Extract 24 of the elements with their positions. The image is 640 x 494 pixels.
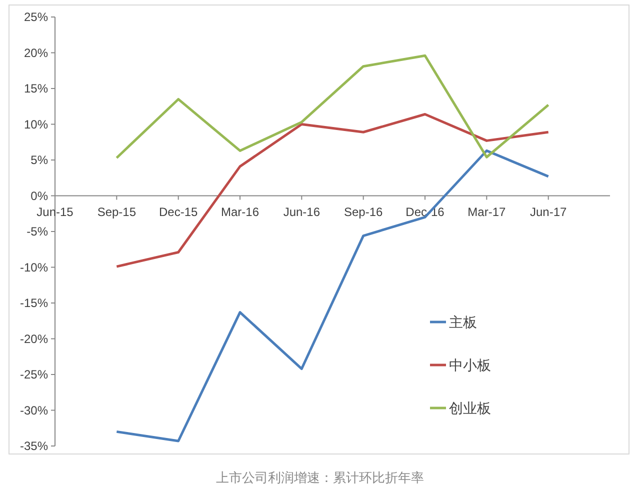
x-tick-label: Mar-17 [468,204,506,219]
y-tick-label: -30% [20,403,48,418]
y-tick-label: 25% [24,10,48,24]
x-tick-label: Sep-15 [97,204,136,219]
x-tick-label: Dec-15 [158,204,198,219]
y-tick-label: 0% [30,188,48,203]
y-tick-label: -25% [20,368,48,382]
y-tick-label: -35% [20,439,48,453]
y-tick-label: -15% [20,296,48,310]
y-tick-label: -10% [20,260,48,274]
y-tick-label: -20% [20,332,48,346]
y-tick-label: 15% [24,82,48,96]
x-tick-label: Mar-16 [220,204,260,219]
x-tick-label: Sep-16 [344,204,384,219]
y-tick-label: 5% [30,153,48,167]
legend-label: 中小板 [449,357,491,373]
y-tick-label: -5% [26,224,48,238]
y-tick-label: 10% [24,117,48,132]
legend-label: 主板 [449,314,477,330]
y-tick-label: 20% [24,46,48,60]
legend-label: 创业板 [449,400,491,416]
x-tick-label: Jun-17 [530,204,567,219]
text: 上市公司利润增速：累计环比折年率 [216,470,424,485]
x-tick-label: Jun-16 [283,204,320,219]
